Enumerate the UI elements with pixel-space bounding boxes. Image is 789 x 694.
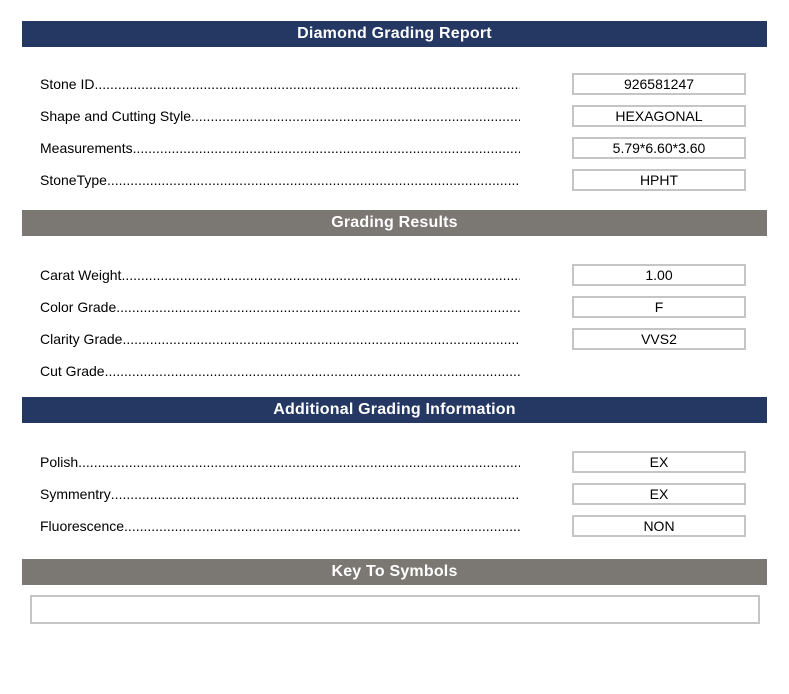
clarity-grade-label: Clarity Grade	[40, 331, 123, 347]
symmentry-value: EX	[649, 486, 669, 502]
section-header-grading-results: Grading Results	[22, 210, 767, 236]
stone-type-value-box: HPHT	[572, 169, 746, 191]
section-title: Key To Symbols	[331, 563, 458, 580]
section-header-key-to-symbols: Key To Symbols	[22, 559, 767, 585]
field-row-stone-id: Stone ID 926581247	[40, 73, 746, 95]
section-title: Diamond Grading Report	[297, 25, 492, 42]
polish-label: Polish	[40, 454, 79, 470]
symmentry-label: Symmentry	[40, 486, 111, 502]
measurements-value-box: 5.79*6.60*3.60	[572, 137, 746, 159]
dot-leader	[116, 299, 520, 315]
stone-type-label: StoneType	[40, 172, 107, 188]
key-to-symbols-box	[30, 595, 760, 624]
carat-weight-label: Carat Weight	[40, 267, 122, 283]
field-row-shape-and-cutting-style: Shape and Cutting Style HEXAGONAL	[40, 105, 746, 127]
dot-leader	[107, 172, 520, 188]
diamond-grading-report: Diamond Grading Report Stone ID 92658124…	[0, 0, 789, 624]
polish-value-box: EX	[572, 451, 746, 473]
dot-leader	[111, 486, 520, 502]
section-title: Additional Grading Information	[273, 401, 516, 418]
dot-leader	[94, 76, 520, 92]
polish-value: EX	[649, 454, 669, 470]
cut-grade-label: Cut Grade	[40, 363, 105, 379]
field-row-measurements: Measurements 5.79*6.60*3.60	[40, 137, 746, 159]
dot-leader	[121, 267, 520, 283]
section-fields-additional-info: Polish EX Symmentry EX Fluorescence NON	[0, 423, 789, 537]
dot-leader	[191, 108, 520, 124]
field-row-cut-grade: Cut Grade	[40, 360, 746, 382]
field-row-stone-type: StoneType HPHT	[40, 169, 746, 191]
shape-value: HEXAGONAL	[615, 108, 703, 124]
field-row-fluorescence: Fluorescence NON	[40, 515, 746, 537]
field-row-clarity-grade: Clarity Grade VVS2	[40, 328, 746, 350]
clarity-grade-value-box: VVS2	[572, 328, 746, 350]
field-row-symmentry: Symmentry EX	[40, 483, 746, 505]
section-title: Grading Results	[331, 214, 458, 231]
color-grade-value-box: F	[572, 296, 746, 318]
dot-leader	[133, 140, 520, 156]
stone-id-value-box: 926581247	[572, 73, 746, 95]
color-grade-label: Color Grade	[40, 299, 117, 315]
stone-type-value: HPHT	[639, 172, 679, 188]
dot-leader	[78, 454, 520, 470]
symmentry-value-box: EX	[572, 483, 746, 505]
stone-id-label: Stone ID	[40, 76, 95, 92]
shape-label: Shape and Cutting Style	[40, 108, 191, 124]
field-row-color-grade: Color Grade F	[40, 296, 746, 318]
section-fields-identification: Stone ID 926581247 Shape and Cutting Sty…	[0, 47, 789, 191]
stone-id-value: 926581247	[623, 76, 695, 92]
fluorescence-value-box: NON	[572, 515, 746, 537]
field-row-polish: Polish EX	[40, 451, 746, 473]
measurements-value: 5.79*6.60*3.60	[612, 140, 706, 156]
fluorescence-value: NON	[643, 518, 675, 534]
section-header-diamond-grading-report: Diamond Grading Report	[22, 21, 767, 47]
carat-weight-value: 1.00	[645, 267, 673, 283]
shape-value-box: HEXAGONAL	[572, 105, 746, 127]
dot-leader	[105, 363, 520, 379]
fluorescence-label: Fluorescence	[40, 518, 125, 534]
section-fields-grading-results: Carat Weight 1.00 Color Grade F Clarity …	[0, 236, 789, 382]
dot-leader	[124, 518, 520, 534]
measurements-label: Measurements	[40, 140, 133, 156]
color-grade-value: F	[654, 299, 664, 315]
dot-leader	[122, 331, 520, 347]
carat-weight-value-box: 1.00	[572, 264, 746, 286]
field-row-carat-weight: Carat Weight 1.00	[40, 264, 746, 286]
clarity-grade-value: VVS2	[641, 331, 677, 347]
section-header-additional-grading-information: Additional Grading Information	[22, 397, 767, 423]
